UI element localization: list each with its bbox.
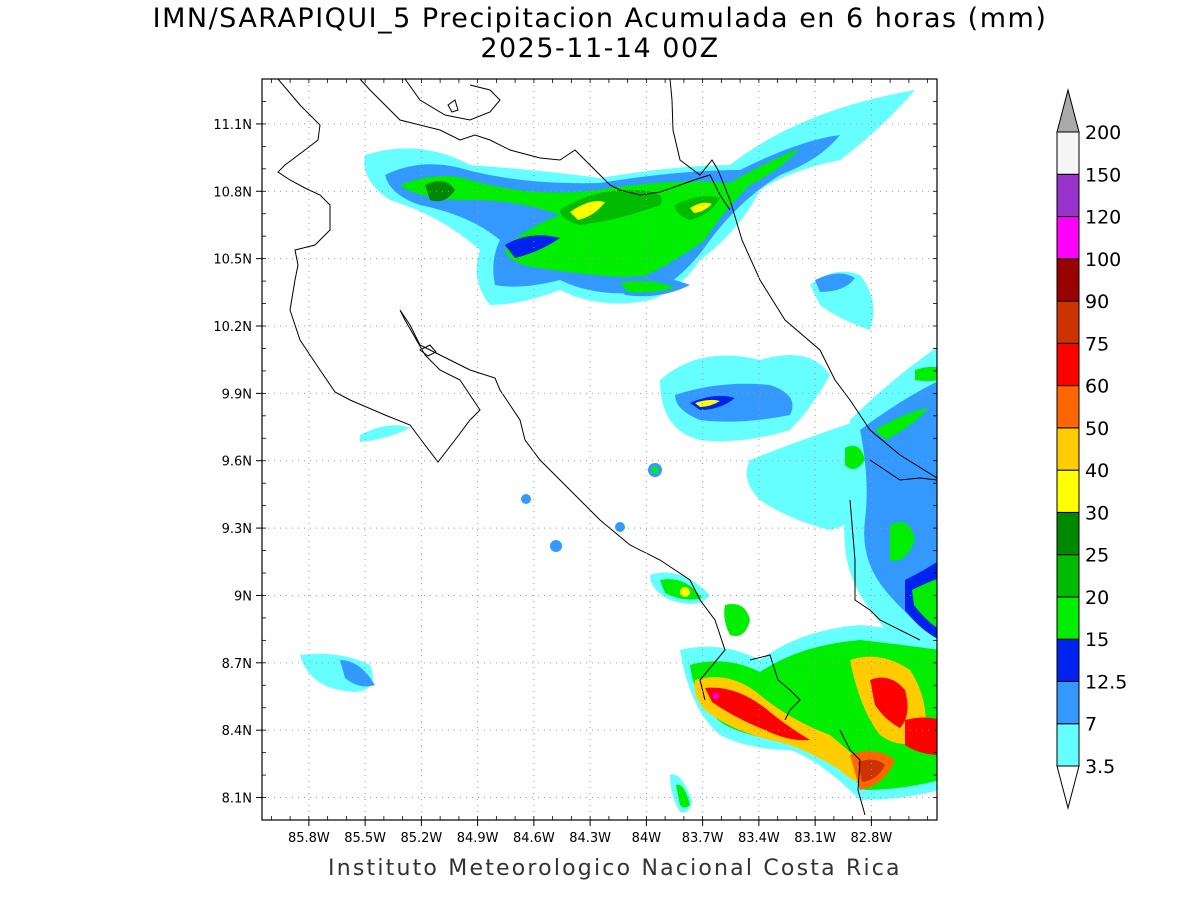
colorbar-label: 75 <box>1085 333 1109 355</box>
precip-band-east <box>844 347 937 678</box>
y-tick-label: 8.4N <box>222 724 252 739</box>
colorbar-label: 60 <box>1085 376 1109 398</box>
y-tick-label: 9.9N <box>222 387 252 402</box>
colorbar: 3.5 7 12.5 15 20 25 30 40 50 60 75 90 100 120 150 200 <box>1056 88 1127 810</box>
colorbar-label: 200 <box>1085 122 1121 144</box>
y-tick-label: 9.3N <box>222 522 252 537</box>
precip-band-south <box>670 625 937 813</box>
x-tick-label: 83.4W <box>738 831 780 846</box>
colorbar-swatch <box>1056 173 1080 218</box>
colorbar-label: 15 <box>1085 629 1109 651</box>
colorbar-swatch <box>1056 131 1080 175</box>
colorbar-label: 40 <box>1085 460 1109 482</box>
axis-ticks: 85.8W 85.5W 85.2W 84.9W 84.6W 84.3W 84W 83.7W 83… <box>213 78 937 846</box>
colorbar-swatch <box>1056 427 1080 471</box>
x-tick-label: 84.9W <box>457 831 499 846</box>
colorbar-swatch <box>1056 554 1080 598</box>
x-tick-label: 85.8W <box>288 831 330 846</box>
y-tick-label: 10.2N <box>213 320 252 335</box>
colorbar-label: 50 <box>1085 418 1109 440</box>
credit-text: Instituto Meteorologico Nacional Costa R… <box>328 856 902 881</box>
x-tick-label: 83.1W <box>794 831 836 846</box>
colorbar-swatch <box>1056 342 1080 387</box>
colorbar-label: 20 <box>1085 587 1109 609</box>
x-tick-label: 82.8W <box>850 831 892 846</box>
colorbar-label: 120 <box>1085 207 1121 229</box>
x-tick-label: 84W <box>632 831 662 846</box>
colorbar-label: 90 <box>1085 291 1109 313</box>
colorbar-min-triangle <box>1056 765 1080 810</box>
y-tick-label: 8.7N <box>222 657 252 672</box>
x-tick-label: 84.3W <box>569 831 611 846</box>
x-tick-label: 83.7W <box>682 831 724 846</box>
map-timestamp: 2025-11-14 00Z <box>480 33 720 64</box>
y-tick-label: 8.1N <box>222 792 252 807</box>
colorbar-swatch <box>1056 680 1080 725</box>
x-tick-label: 85.2W <box>400 831 442 846</box>
y-tick-label: 11.1N <box>213 118 252 133</box>
colorbar-swatch <box>1056 216 1080 260</box>
colorbar-label: 25 <box>1085 545 1109 567</box>
colorbar-swatch <box>1056 469 1080 513</box>
colorbar-label: 3.5 <box>1085 756 1115 778</box>
coastline <box>277 79 937 816</box>
x-tick-label: 84.6W <box>513 831 555 846</box>
colorbar-label: 100 <box>1085 249 1121 271</box>
y-tick-label: 9N <box>234 589 252 604</box>
colorbar-max-triangle <box>1056 88 1080 133</box>
x-tick-label: 85.5W <box>344 831 386 846</box>
colorbar-swatch <box>1056 511 1080 556</box>
map-title: IMN/SARAPIQUI_5 Precipitacion Acumulada … <box>152 3 1048 34</box>
colorbar-swatch <box>1056 638 1080 682</box>
y-tick-label: 9.6N <box>222 455 252 470</box>
colorbar-label: 150 <box>1085 164 1121 186</box>
colorbar-swatch <box>1056 258 1080 302</box>
colorbar-swatch <box>1056 723 1080 767</box>
precipitation-field <box>300 90 937 813</box>
y-tick-label: 10.8N <box>213 185 252 200</box>
colorbar-label: 7 <box>1085 714 1097 736</box>
colorbar-swatch <box>1056 385 1080 429</box>
map-frame <box>261 78 938 821</box>
colorbar-swatch <box>1056 596 1080 640</box>
precip-band-north <box>364 90 915 330</box>
colorbar-label: 12.5 <box>1085 671 1127 693</box>
y-tick-label: 10.5N <box>213 253 252 268</box>
colorbar-label: 30 <box>1085 502 1109 524</box>
colorbar-swatch <box>1056 300 1080 344</box>
